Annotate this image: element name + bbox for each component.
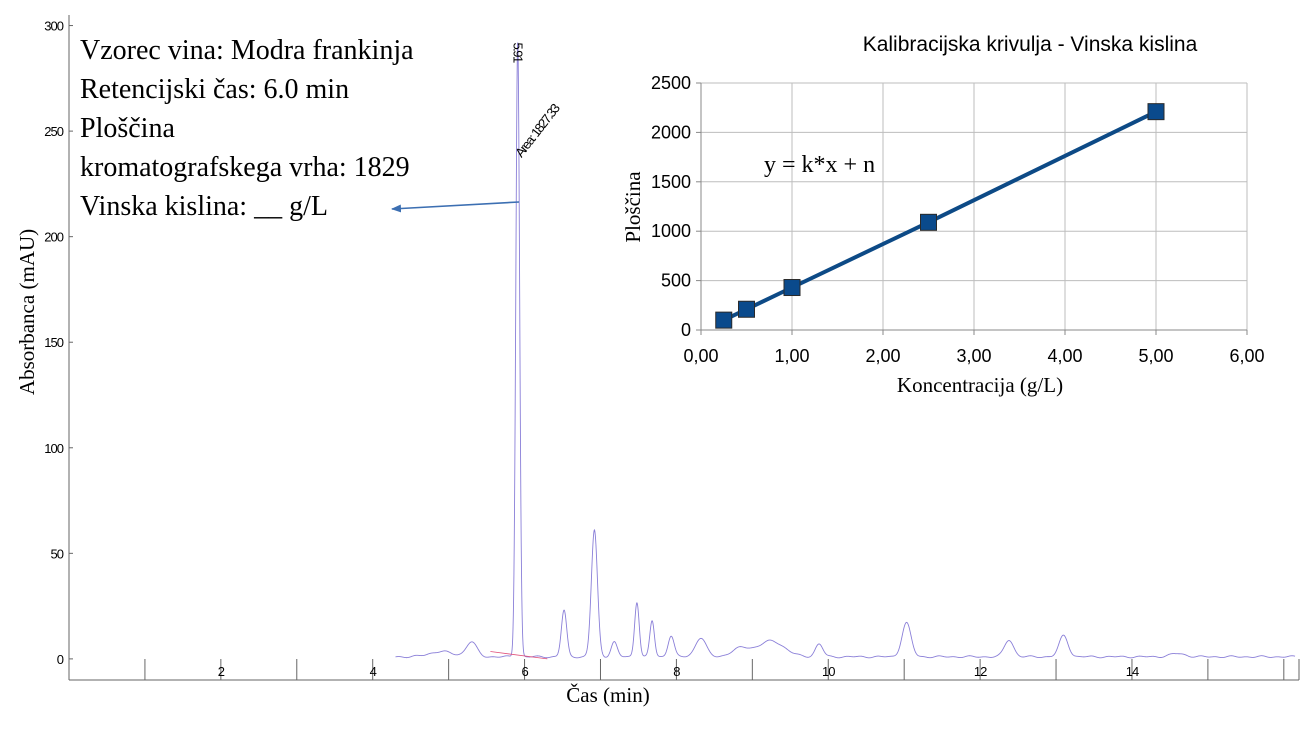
calibration-y-tick-label: 1000: [651, 221, 691, 241]
chromatogram-y-tick-label: 200: [44, 230, 63, 245]
chromatogram-x-tick-label: 10: [822, 664, 835, 679]
calibration-x-tick-label: 2,00: [865, 346, 900, 366]
peak-integration-baseline: [490, 651, 548, 660]
chromatogram-y-tick-label: 300: [44, 19, 63, 34]
calibration-point: [738, 300, 755, 318]
calibration-x-tick-label: 1,00: [774, 346, 809, 366]
calibration-y-tick-label: 500: [661, 271, 691, 291]
annotation-arrow: [391, 201, 520, 213]
peak-label: Area: 1827.33: [512, 101, 563, 160]
calibration-equation: y = k*x + n: [764, 152, 875, 178]
annotation-line-retention-time: Retencijski čas: 6.0 min: [80, 74, 349, 105]
calibration-y-axis-title: Ploščina: [621, 171, 645, 243]
calibration-y-tick-label: 2000: [651, 122, 691, 142]
chromatogram-y-axis-title: Absorbanca (mAU): [15, 229, 39, 395]
calibration-x-tick-label: 6,00: [1229, 346, 1264, 366]
annotation-line-area-label: Ploščina: [80, 113, 175, 144]
calibration-chart: Kalibracijska krivulja - Vinska kislina …: [621, 33, 1265, 397]
calibration-x-tick-label: 4,00: [1047, 346, 1082, 366]
chromatogram-y-tick-label: 0: [57, 652, 64, 667]
calibration-y-tick-label: 0: [681, 320, 691, 340]
calibration-x-tick-label: 3,00: [956, 346, 991, 366]
chromatogram-y-tick-label: 150: [44, 335, 63, 350]
chromatogram-y-tick-label: 50: [51, 546, 64, 561]
calibration-point: [920, 213, 937, 231]
calibration-x-tick-label: 0,00: [683, 346, 718, 366]
chromatogram-x-tick-label: 2: [218, 664, 225, 679]
peak-label: 5.91: [511, 42, 526, 63]
chromatogram-x-axis-title: Čas (min): [566, 683, 649, 707]
calibration-x-tick-label: 5,00: [1138, 346, 1173, 366]
chromatogram-y-tick-label: 250: [44, 124, 63, 139]
annotation-line-area-value: kromatografskega vrha: 1829: [80, 152, 410, 183]
chromatogram-x-tick-label: 8: [673, 664, 680, 679]
calibration-point: [715, 311, 733, 329]
chromatogram-x-tick-label: 14: [1126, 664, 1139, 679]
chromatogram-x-tick-label: 4: [370, 664, 377, 679]
calibration-y-tick-label: 2500: [651, 73, 691, 93]
chromatogram-chart: 2 4 6 8 10 12 14 0 50 100 150 200 250 300 5.91 Area: …: [15, 15, 1300, 707]
calibration-point: [1147, 103, 1165, 121]
chromatogram-y-tick-label: 100: [44, 441, 63, 456]
sample-annotation: Vzorec vina: Modra frankinja Retencijski…: [80, 35, 520, 222]
chromatogram-trace: [395, 42, 1296, 659]
calibration-title: Kalibracijska krivulja - Vinska kislina: [863, 33, 1198, 56]
chromatogram-x-tick-label: 6: [521, 664, 528, 679]
annotation-line-result: Vinska kislina: __ g/L: [80, 191, 328, 222]
calibration-x-axis-title: Koncentracija (g/L): [897, 373, 1063, 397]
calibration-point: [783, 279, 801, 297]
annotation-line-sample: Vzorec vina: Modra frankinja: [80, 35, 414, 66]
calibration-y-tick-label: 1500: [651, 172, 691, 192]
chromatogram-x-tick-label: 12: [974, 664, 987, 679]
